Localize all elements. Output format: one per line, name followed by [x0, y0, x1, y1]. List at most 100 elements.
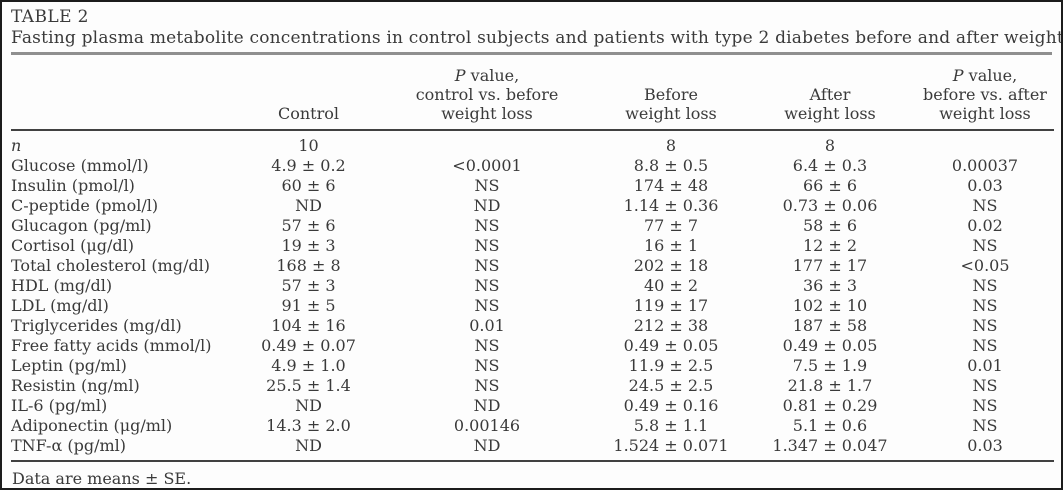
table-header: Control P value, control vs. before weig… — [11, 55, 1054, 131]
col-header-p-before-vs-after: P value, before vs. after weight loss — [916, 55, 1054, 131]
cell-value — [916, 130, 1054, 156]
cell-value: 58 ± 6 — [802, 216, 858, 235]
table-row: TNF-α (pg/ml) ND ND 1.524 ± 0.071 1.347 ± 0.… — [11, 436, 1054, 461]
cell-value: NS — [474, 276, 500, 295]
cell-value: 0.81 ± 0.29 — [782, 396, 878, 415]
caption-block: TABLE 2 Fasting plasma metabolite concen… — [11, 7, 1061, 49]
table-row: Adiponectin (μg/ml) 14.3 ± 2.0 0.00146 5.8 … — [11, 416, 1054, 436]
cell-value: 1.347 ± 0.047 — [772, 436, 888, 455]
col-header-after-weight-loss: After weight loss — [744, 55, 916, 131]
cell-value: 8 — [665, 136, 677, 155]
caption-rule — [11, 52, 1052, 55]
cell-value: 0.02 — [967, 216, 1003, 235]
cell-value: 57 ± 3 — [281, 276, 336, 295]
cell-value: 5.8 ± 1.1 — [633, 416, 709, 435]
header-line: weight loss — [939, 104, 1031, 123]
header-line: Control — [277, 104, 339, 123]
cell-value: NS — [474, 336, 500, 355]
cell-value: 57 ± 6 — [281, 216, 336, 235]
metabolite-table: Control P value, control vs. before weig… — [11, 55, 1054, 488]
row-label: Cortisol (μg/dl) — [11, 236, 134, 255]
cell-value: 60 ± 6 — [281, 176, 336, 195]
row-label: Free fatty acids (mmol/l) — [11, 336, 212, 355]
header-line: weight loss — [441, 104, 533, 123]
header-line: After — [809, 85, 851, 104]
cell-value: 0.49 ± 0.05 — [782, 336, 878, 355]
cell-value: NS — [972, 196, 998, 215]
cell-value: 0.01 — [967, 356, 1003, 375]
table-row: Insulin (pmol/l) 60 ± 6 NS 174 ± 48 66 ± 6 0.… — [11, 176, 1054, 196]
cell-value: 104 ± 16 — [271, 316, 346, 335]
cell-value: 0.73 ± 0.06 — [782, 196, 878, 215]
cell-value: 12 ± 2 — [802, 236, 858, 255]
cell-value: 168 ± 8 — [276, 256, 341, 275]
cell-value: 8.8 ± 0.5 — [633, 156, 709, 175]
cell-value: 10 — [298, 136, 319, 155]
cell-value: ND — [295, 396, 322, 415]
table-label: TABLE 2 — [11, 7, 89, 27]
table-row: Leptin (pg/ml) 4.9 ± 1.0 NS 11.9 ± 2.5 7.5 ±… — [11, 356, 1054, 376]
table-row: Triglycerides (mg/dl) 104 ± 16 0.01 212 ± 3… — [11, 316, 1054, 336]
table-row: LDL (mg/dl) 91 ± 5 NS 119 ± 17 102 ± 10 NS — [11, 296, 1054, 316]
cell-value: <0.0001 — [452, 156, 522, 175]
cell-value: 1.524 ± 0.071 — [613, 436, 729, 455]
cell-value: 6.4 ± 0.3 — [792, 156, 868, 175]
cell-value: 0.49 ± 0.16 — [623, 396, 719, 415]
cell-value: <0.05 — [960, 256, 1010, 275]
cell-value: 202 ± 18 — [633, 256, 709, 275]
cell-value: 16 ± 1 — [643, 236, 699, 255]
col-header-before-weight-loss: Before weight loss — [598, 55, 744, 131]
cell-value: 187 ± 58 — [792, 316, 868, 335]
cell-value: NS — [474, 176, 500, 195]
cell-value: 11.9 ± 2.5 — [628, 356, 714, 375]
cell-value: 102 ± 10 — [792, 296, 868, 315]
header-row: Control P value, control vs. before weig… — [11, 55, 1054, 131]
table-row: Glucose (mmol/l) 4.9 ± 0.2 <0.0001 8.8 ± 0.… — [11, 156, 1054, 176]
row-label: IL-6 (pg/ml) — [11, 396, 108, 415]
cell-value: 0.49 ± 0.07 — [261, 336, 356, 355]
cell-value: 40 ± 2 — [643, 276, 699, 295]
row-label: Glucose (mmol/l) — [11, 156, 149, 175]
table-row: HDL (mg/dl) 57 ± 3 NS 40 ± 2 36 ± 3 NS — [11, 276, 1054, 296]
cell-value: NS — [474, 236, 500, 255]
cell-value: 0.03 — [967, 436, 1003, 455]
cell-value: 25.5 ± 1.4 — [266, 376, 351, 395]
footnote-row: Data are means ± SE. — [11, 460, 1054, 488]
cell-value: NS — [972, 396, 998, 415]
cell-value: ND — [295, 196, 322, 215]
cell-value: 0.01 — [469, 316, 505, 335]
cell-value: ND — [295, 436, 322, 455]
table-footnote: Data are means ± SE. — [11, 460, 1054, 488]
cell-value: NS — [474, 256, 500, 275]
cell-value: 1.14 ± 0.36 — [623, 196, 719, 215]
cell-value: 5.1 ± 0.6 — [792, 416, 868, 435]
row-label: Triglycerides (mg/dl) — [11, 316, 182, 335]
cell-value: 7.5 ± 1.9 — [792, 356, 868, 375]
cell-value: 4.9 ± 1.0 — [271, 356, 346, 375]
cell-value: 19 ± 3 — [281, 236, 336, 255]
row-label: C-peptide (pmol/l) — [11, 196, 159, 215]
row-label: Total cholesterol (mg/dl) — [11, 256, 210, 275]
cell-value: NS — [972, 336, 998, 355]
row-label: Leptin (pg/ml) — [11, 356, 127, 375]
cell-value: 91 ± 5 — [281, 296, 336, 315]
cell-value: NS — [474, 216, 500, 235]
cell-value: 21.8 ± 1.7 — [787, 376, 873, 395]
cell-value: NS — [972, 296, 998, 315]
row-label: n — [11, 136, 22, 155]
cell-value: 0.03 — [967, 176, 1003, 195]
table-row: Resistin (ng/ml) 25.5 ± 1.4 NS 24.5 ± 2.5 21… — [11, 376, 1054, 396]
cell-value: NS — [474, 296, 500, 315]
cell-value: NS — [972, 316, 998, 335]
table-footer: Data are means ± SE. — [11, 460, 1054, 488]
cell-value: 0.49 ± 0.05 — [623, 336, 719, 355]
header-line: weight loss — [784, 104, 876, 123]
table-row: Glucagon (pg/ml) 57 ± 6 NS 77 ± 7 58 ± 6 0.02 — [11, 216, 1054, 236]
cell-value: 36 ± 3 — [802, 276, 858, 295]
cell-value: 24.5 ± 2.5 — [628, 376, 714, 395]
header-line: Before — [644, 85, 698, 104]
table-row: n 10 8 8 — [11, 130, 1054, 156]
cell-value: 77 ± 7 — [643, 216, 699, 235]
row-label: Insulin (pmol/l) — [11, 176, 135, 195]
cell-value: 14.3 ± 2.0 — [266, 416, 351, 435]
